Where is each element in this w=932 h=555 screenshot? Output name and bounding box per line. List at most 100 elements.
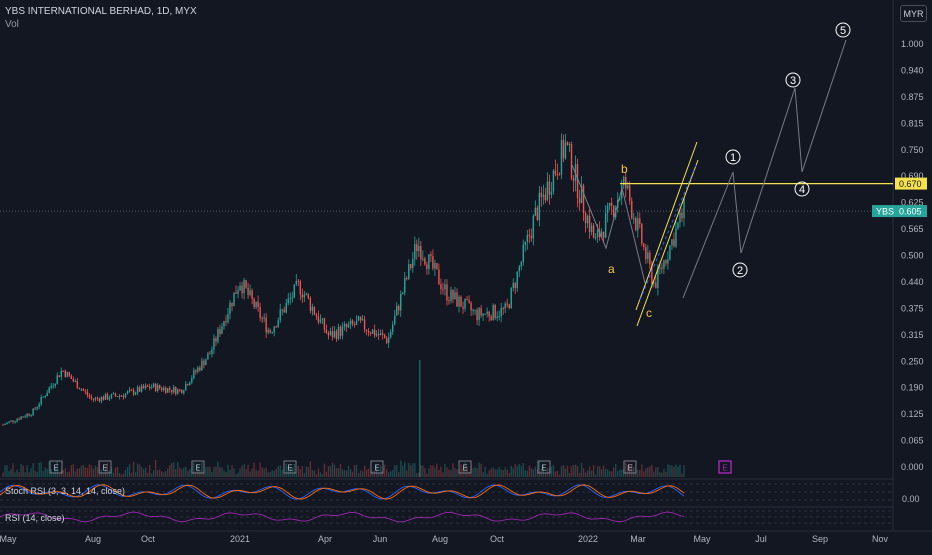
candle-body (484, 313, 486, 315)
volume-bar (62, 470, 64, 477)
volume-bar (317, 468, 320, 477)
candle-body (54, 383, 56, 386)
volume-bar (209, 466, 211, 477)
candle-body (450, 289, 452, 301)
volume-bar (645, 468, 647, 477)
volume-bar (530, 468, 533, 477)
candle-body (108, 398, 111, 400)
candle-body (681, 212, 683, 219)
wave-label-2: 2 (737, 265, 743, 277)
volume-bar (169, 464, 171, 477)
candle-body (187, 384, 189, 386)
volume-bar (673, 466, 675, 477)
candle-body (46, 392, 48, 397)
candle-body (584, 212, 587, 224)
candle-body (355, 320, 358, 325)
earnings-event-label: E (195, 464, 200, 473)
candle-body (548, 181, 551, 195)
candle-body (305, 293, 308, 295)
volume-bar (185, 466, 187, 477)
volume-bar (193, 462, 195, 477)
volume-bar (390, 471, 392, 477)
volume-bar (412, 463, 414, 477)
volume-bar (26, 465, 28, 477)
earnings-event-marker (49, 460, 63, 474)
earnings-event-label: E (627, 464, 632, 473)
volume-bar (203, 471, 205, 477)
candle-body (90, 396, 93, 399)
candle-body (271, 332, 273, 334)
symbol-tag-text: YBS (876, 207, 894, 217)
candle-body (160, 388, 163, 391)
candle-body (142, 385, 145, 389)
candle-body (600, 231, 603, 238)
symbol-title[interactable]: YBS INTERNATIONAL BERHAD, 1D, MYX (5, 6, 197, 17)
volume-bar (138, 464, 141, 477)
candle-body (235, 292, 237, 294)
candle-body (556, 174, 559, 176)
volume-bar (582, 468, 585, 477)
candle-body (369, 332, 372, 334)
earnings-event-marker (98, 460, 112, 474)
volume-bar (562, 465, 565, 477)
candle-body (635, 218, 637, 231)
volume-bar (80, 465, 83, 477)
candle-body (6, 422, 8, 425)
time-axis-label: Aug (85, 534, 101, 544)
volume-legend[interactable]: Vol (5, 19, 19, 30)
wave-label-c: c (646, 306, 652, 320)
volume-bar (556, 471, 559, 477)
volume-bar (167, 468, 169, 477)
time-axis-label: Sep (812, 534, 828, 544)
candle-body (179, 389, 181, 391)
volume-bar (550, 466, 553, 477)
earnings-event-label: E (53, 464, 58, 473)
volume-bar (70, 465, 73, 477)
candle-body (136, 387, 139, 393)
candle-body (84, 390, 87, 392)
candle-body (476, 309, 478, 321)
price-axis-label: 0.000 (901, 462, 924, 472)
volume-bar (189, 468, 191, 477)
candle-body (472, 310, 474, 312)
price-axis-label: 0.940 (901, 65, 924, 75)
candle-body (560, 139, 563, 175)
candle-body (381, 333, 384, 335)
volume-bar (468, 471, 470, 477)
candle-body (379, 333, 382, 336)
candle-body (582, 185, 585, 213)
volume-bar (213, 467, 215, 477)
candle-body (566, 142, 569, 146)
candle-body (522, 244, 524, 262)
currency-badge[interactable]: MYR (900, 5, 927, 22)
volume-bar (355, 464, 358, 477)
candle-body (195, 370, 197, 372)
volume-bar (381, 470, 384, 477)
volume-bar (472, 468, 474, 477)
volume-bar (44, 467, 46, 477)
volume-bar (440, 466, 442, 477)
wave-label-a: a (608, 262, 615, 276)
volume-bar (36, 471, 38, 477)
candle-body (552, 170, 555, 192)
candle-body (52, 385, 54, 387)
price-axis-label: 0.065 (901, 436, 924, 446)
volume-bar (349, 469, 352, 477)
volume-bar (122, 473, 125, 477)
volume-bar (263, 468, 265, 477)
impulse-projection-path (682, 39, 847, 299)
candle-body (596, 230, 599, 238)
wave-circle-5 (835, 22, 851, 38)
volume-bar (438, 470, 440, 477)
candle-body (504, 303, 506, 309)
candle-body (502, 308, 504, 310)
candle-body (245, 280, 247, 288)
candle-body (643, 243, 645, 248)
candle-body (460, 296, 462, 307)
candle-body (158, 385, 161, 389)
volume-bar (321, 473, 324, 477)
volume-bar (490, 468, 492, 477)
